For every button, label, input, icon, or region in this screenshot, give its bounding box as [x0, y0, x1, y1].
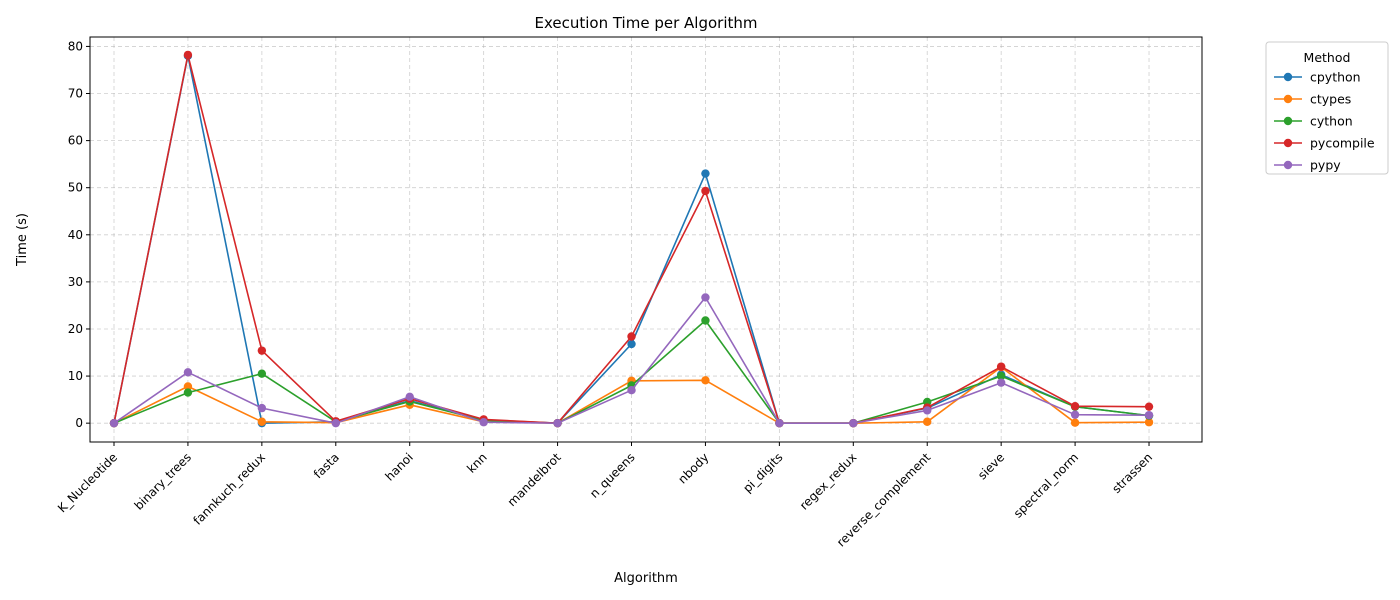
series-lines: [109, 50, 1154, 428]
x-tick-label: knn: [464, 450, 490, 476]
legend-marker: [1283, 138, 1293, 148]
legend-marker: [1283, 94, 1293, 104]
data-point-ctypes: [701, 376, 710, 385]
legend-label: ctypes: [1310, 92, 1351, 107]
data-point-pycompile: [1144, 402, 1154, 411]
legend-title: Method: [1304, 50, 1351, 65]
y-tick-label: 20: [68, 322, 83, 336]
data-point-pypy: [553, 418, 562, 428]
data-point-pycompile: [627, 332, 636, 341]
legend-item-pycompile: pycompile: [1274, 136, 1375, 151]
data-point-pycompile: [996, 362, 1006, 371]
data-point-cython: [996, 371, 1006, 381]
x-axis-label: Algorithm: [614, 571, 678, 586]
data-point-pypy: [331, 418, 340, 428]
x-tick-label: K_Nucleotide: [55, 450, 120, 515]
data-point-cpython: [701, 169, 710, 178]
legend-marker: [1283, 116, 1293, 126]
y-tick-label: 0: [75, 416, 83, 430]
data-point-pypy: [1070, 410, 1080, 419]
x-tick-label: hanoi: [382, 450, 415, 483]
data-point-pypy: [775, 418, 784, 428]
data-point-pypy: [479, 418, 488, 427]
data-point-ctypes: [923, 417, 932, 426]
data-point-cython: [257, 369, 267, 378]
x-tick-label: spectral_norm: [1011, 450, 1081, 520]
x-tick-label: nbody: [675, 450, 711, 486]
legend-marker: [1283, 72, 1293, 82]
legend-label: cython: [1310, 114, 1353, 129]
y-tick-label: 50: [68, 181, 83, 195]
legend-items: cpython ctypes cython pycompile pypy: [1274, 70, 1375, 173]
y-tick-label: 30: [68, 275, 83, 289]
data-point-pypy: [849, 418, 858, 428]
data-point-ctypes: [1144, 418, 1154, 427]
x-tick-label: fannkuch_redux: [191, 450, 268, 527]
legend-item-ctypes: ctypes: [1274, 92, 1351, 107]
y-tick-label: 80: [68, 39, 83, 53]
y-tick-label: 60: [68, 134, 83, 148]
x-tick-label: regex_redux: [797, 450, 859, 512]
data-point-pycompile: [1070, 402, 1080, 411]
data-point-cython: [183, 388, 193, 397]
data-point-pypy: [257, 403, 267, 413]
data-point-pypy: [923, 406, 932, 415]
data-point-pypy: [627, 385, 636, 395]
data-point-cpython: [627, 339, 636, 349]
y-tick-label: 10: [68, 369, 83, 383]
x-tick-label: binary_trees: [132, 450, 194, 512]
legend-item-cython: cython: [1274, 114, 1353, 129]
y-tick-label: 70: [68, 87, 83, 101]
series-pypy: [109, 293, 1154, 428]
legend-label: pycompile: [1310, 136, 1375, 151]
legend-item-pypy: pypy: [1274, 158, 1341, 173]
x-tick-label: mandelbrot: [505, 450, 564, 509]
data-point-pycompile: [257, 346, 267, 355]
x-tick-label: n_queens: [587, 450, 638, 501]
x-tick-label: strassen: [1109, 450, 1155, 496]
data-point-pycompile: [701, 186, 710, 196]
legend-item-cpython: cpython: [1274, 70, 1361, 85]
data-point-ctypes: [257, 417, 267, 426]
data-point-pypy: [1144, 410, 1154, 420]
chart-title: Execution Time per Algorithm: [534, 14, 757, 32]
y-tick-label: 40: [68, 228, 83, 242]
legend: Method cpython ctypes cython pycompile pypy: [1265, 41, 1389, 175]
data-point-pypy: [405, 392, 414, 401]
x-tick-label: sieve: [975, 450, 1007, 482]
data-point-pypy: [701, 293, 710, 302]
y-axis-label: Time (s): [15, 213, 30, 267]
data-point-pypy: [109, 418, 119, 428]
plot-area-frame: [89, 36, 1203, 443]
data-point-cython: [701, 316, 710, 325]
y-axis-ticks: 0 10 20 30 40 50 60 70 80: [68, 39, 90, 430]
legend-marker: [1283, 160, 1293, 170]
legend-box: [1265, 41, 1389, 175]
data-point-pypy: [183, 368, 193, 377]
legend-label: cpython: [1310, 70, 1361, 85]
data-point-pypy: [996, 378, 1006, 387]
x-tick-label: fasta: [311, 450, 342, 481]
data-point-pycompile: [183, 50, 193, 60]
data-point-ctypes: [1070, 418, 1080, 427]
legend-label: pypy: [1310, 158, 1341, 173]
x-tick-label: pi_digits: [740, 450, 785, 495]
data-point-ctypes: [183, 382, 193, 391]
